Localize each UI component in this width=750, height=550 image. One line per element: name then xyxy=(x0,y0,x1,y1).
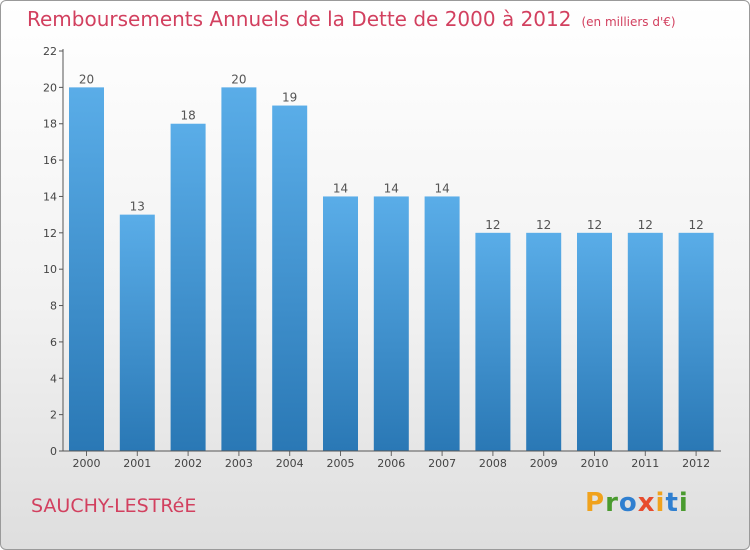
bar-2005 xyxy=(323,196,358,451)
y-tick-label-2: 2 xyxy=(50,409,57,422)
y-tick-label-18: 18 xyxy=(43,118,57,131)
data-label-2010: 12 xyxy=(587,218,602,232)
data-label-2003: 20 xyxy=(231,72,246,86)
x-tick-label-2000: 2000 xyxy=(73,457,101,470)
data-label-2006: 14 xyxy=(384,181,399,195)
data-label-2005: 14 xyxy=(333,181,348,195)
bar-2000 xyxy=(69,87,104,451)
y-tick-label-14: 14 xyxy=(43,190,57,203)
y-tick-label-0: 0 xyxy=(50,445,57,458)
x-tick-label-2007: 2007 xyxy=(428,457,456,470)
y-tick-label-12: 12 xyxy=(43,227,57,240)
data-label-2008: 12 xyxy=(485,218,500,232)
bar-2002 xyxy=(170,123,206,452)
x-tick-label-2009: 2009 xyxy=(530,457,558,470)
data-label-2004: 19 xyxy=(282,91,297,105)
x-tick-label-2012: 2012 xyxy=(682,457,710,470)
bar-2004 xyxy=(272,105,308,451)
x-tick-label-2005: 2005 xyxy=(327,457,355,470)
y-tick-label-4: 4 xyxy=(50,372,57,385)
logo-letter: o xyxy=(618,488,638,518)
x-tick-label-2004: 2004 xyxy=(276,457,304,470)
data-label-2000: 20 xyxy=(79,72,94,86)
y-tick-label-8: 8 xyxy=(50,300,57,313)
logo-letter: i xyxy=(655,488,666,518)
x-tick-label-2001: 2001 xyxy=(123,457,151,470)
bar-2010 xyxy=(577,232,612,451)
data-label-2012: 12 xyxy=(688,218,703,232)
proxiti-logo: Proxiti xyxy=(585,488,689,518)
municipality-name: SAUCHY-LESTRéE xyxy=(31,495,197,517)
y-tick-label-6: 6 xyxy=(50,336,57,349)
data-label-2007: 14 xyxy=(434,181,449,195)
data-label-2009: 12 xyxy=(536,218,551,232)
logo-letter: x xyxy=(637,488,656,518)
x-tick-label-2008: 2008 xyxy=(479,457,507,470)
y-tick-label-16: 16 xyxy=(43,154,57,167)
bar-2006 xyxy=(373,196,409,451)
x-tick-label-2002: 2002 xyxy=(174,457,202,470)
x-tick-label-2003: 2003 xyxy=(225,457,253,470)
data-label-2002: 18 xyxy=(180,109,195,123)
bar-2008 xyxy=(475,232,511,451)
bar-2012 xyxy=(678,232,714,451)
bar-2011 xyxy=(627,232,663,451)
logo-letter: t xyxy=(665,488,679,518)
bar-2003 xyxy=(221,87,257,451)
bar-2009 xyxy=(526,232,562,451)
data-label-2001: 13 xyxy=(130,200,145,214)
bar-2001 xyxy=(119,214,155,451)
x-tick-label-2010: 2010 xyxy=(581,457,609,470)
data-label-2011: 12 xyxy=(638,218,653,232)
chart-title: Remboursements Annuels de la Dette de 20… xyxy=(27,7,676,31)
x-tick-label-2006: 2006 xyxy=(377,457,405,470)
chart-subtitle: (en milliers d'€) xyxy=(581,15,676,29)
y-tick-label-22: 22 xyxy=(43,45,57,58)
x-tick-label-2011: 2011 xyxy=(631,457,659,470)
logo-letter: i xyxy=(678,488,689,518)
logo-letter: r xyxy=(605,488,619,518)
bar-2007 xyxy=(424,196,460,451)
y-tick-label-10: 10 xyxy=(43,263,57,276)
y-tick-label-20: 20 xyxy=(43,81,57,94)
logo-letter: P xyxy=(585,488,606,518)
